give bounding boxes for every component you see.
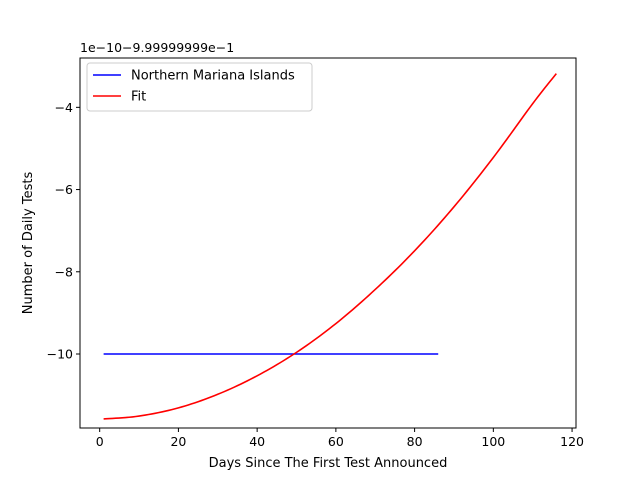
x-tick-label: 40 <box>249 434 265 449</box>
plot-area <box>79 57 577 429</box>
y-offset-label: 1e−10−9.99999999e−1 <box>80 40 234 55</box>
y-tick-label: −8 <box>55 264 73 279</box>
x-tick-label: 20 <box>170 434 186 449</box>
x-axis-ticks: 0 20 40 60 80 100 120 <box>96 428 584 449</box>
x-tick-label: 60 <box>328 434 344 449</box>
legend-label: Fit <box>131 90 146 105</box>
series-layer <box>103 73 557 420</box>
plot-frame <box>79 57 577 429</box>
y-tick-label: −4 <box>55 100 73 115</box>
x-axis-label: Days Since The First Test Announced <box>209 456 448 471</box>
y-tick-label: −10 <box>47 347 73 362</box>
x-tick-label: 120 <box>560 434 584 449</box>
x-tick-label: 100 <box>481 434 505 449</box>
x-tick-label: 0 <box>96 434 104 449</box>
y-axis-ticks: −10 −8 −6 −4 <box>47 100 80 362</box>
series-line-fit <box>103 73 557 420</box>
legend-label: Northern Mariana Islands <box>131 69 295 84</box>
y-axis-label: Number of Daily Tests <box>21 172 36 315</box>
legend-box <box>86 62 313 112</box>
x-tick-label: 80 <box>407 434 423 449</box>
legend: Northern Mariana Islands Fit <box>86 62 313 112</box>
y-tick-label: −6 <box>55 182 73 197</box>
